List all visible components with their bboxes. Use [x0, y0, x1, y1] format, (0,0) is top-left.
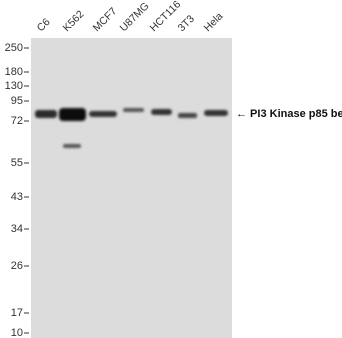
marker-label: 130 [5, 80, 23, 92]
marker-label: 250 [5, 42, 23, 54]
lane-label: MCF7 [91, 5, 120, 34]
lane-label: U87MG [118, 0, 152, 34]
band [89, 111, 117, 117]
lane-label: 3T3 [176, 13, 197, 34]
band [63, 144, 81, 148]
lane-label: Hela [202, 10, 226, 34]
band-annotation: ← PI3 Kinase p85 beta [236, 108, 342, 120]
band [123, 108, 144, 112]
marker-label: 17 [11, 307, 23, 319]
band [178, 113, 197, 118]
marker-label: 26 [11, 260, 23, 272]
band [151, 109, 172, 115]
band [59, 108, 86, 121]
marker-ladder: 250 180 130 95 72 55 43 34 26 17 10 [5, 42, 29, 338]
marker-label: 34 [11, 223, 23, 235]
marker-label: 180 [5, 66, 23, 78]
band [204, 110, 228, 116]
lane-label: C6 [35, 16, 53, 34]
marker-label: 10 [11, 327, 23, 338]
marker-label: 72 [11, 115, 23, 127]
band [35, 110, 57, 118]
blot-figure: ← PI3 Kinase p85 beta 250 180 130 95 72 55 43 3… [0, 0, 342, 338]
marker-label: 95 [11, 95, 23, 107]
marker-label: 55 [11, 157, 23, 169]
lane-label: K562 [61, 8, 87, 34]
membrane [31, 38, 232, 338]
marker-label: 43 [11, 191, 23, 203]
